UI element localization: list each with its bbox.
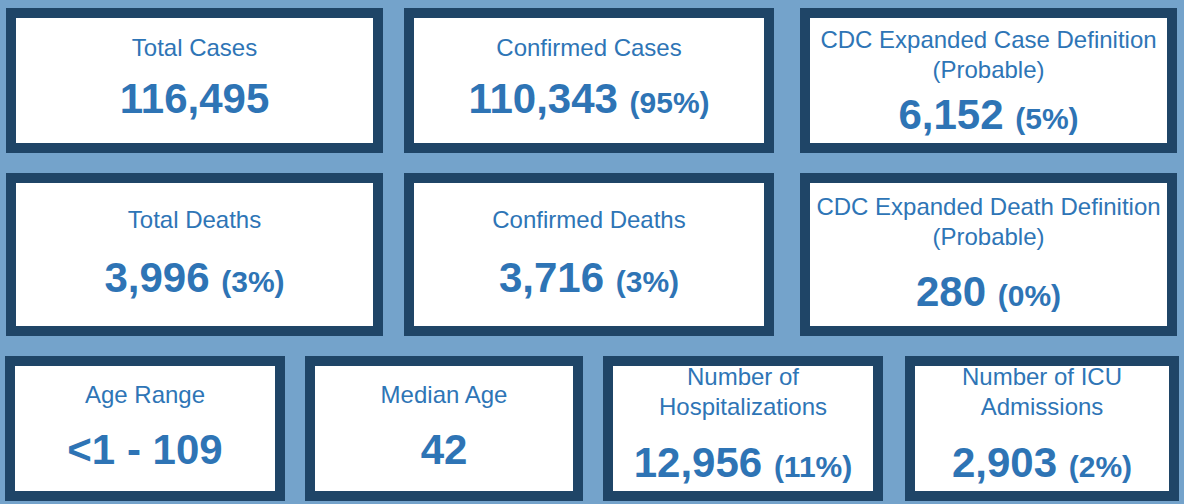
stat-number: 3,716: [499, 254, 604, 301]
stat-number: 110,343: [468, 75, 618, 122]
stat-card-hospitalizations: Number of Hospitalizations 12,956 (11%): [603, 356, 883, 501]
stat-value: <1 - 109: [15, 428, 275, 476]
stat-value: 116,495: [16, 77, 373, 125]
stat-label: Total Cases: [16, 33, 373, 63]
stat-label: Confirmed Deaths: [414, 205, 764, 235]
stat-percent: (2%): [1069, 450, 1132, 483]
stat-card-total-deaths: Total Deaths 3,996 (3%): [6, 173, 383, 336]
stat-label: Number of Hospitalizations: [613, 362, 873, 422]
stat-value: 6,152 (5%): [810, 93, 1167, 141]
stat-number: <1 - 109: [67, 426, 222, 473]
stat-number: 6,152: [898, 91, 1003, 138]
stat-label: Confirmed Cases: [414, 33, 764, 63]
stat-card-confirmed-cases: Confirmed Cases 110,343 (95%): [404, 8, 774, 153]
stat-number: 2,903: [952, 439, 1057, 486]
stat-card-icu-admissions: Number of ICU Admissions 2,903 (2%): [905, 356, 1179, 501]
stat-number: 12,956: [634, 439, 762, 486]
stat-number: 3,996: [104, 254, 209, 301]
stat-value: 2,903 (2%): [915, 441, 1169, 489]
stat-label: CDC Expanded Case Definition (Probable): [810, 25, 1167, 85]
stat-card-age-range: Age Range <1 - 109: [5, 356, 285, 501]
stat-card-total-cases: Total Cases 116,495: [6, 8, 383, 153]
stat-percent: (0%): [998, 279, 1061, 312]
stat-value: 42: [315, 428, 573, 476]
stat-percent: (11%): [774, 450, 852, 483]
stat-label: Age Range: [15, 380, 275, 410]
stat-percent: (3%): [616, 265, 679, 298]
stat-value: 12,956 (11%): [613, 441, 873, 489]
stat-card-cdc-expanded-case-definition: CDC Expanded Case Definition (Probable) …: [800, 8, 1177, 153]
stat-value: 110,343 (95%): [414, 77, 764, 125]
stat-card-cdc-expanded-death-definition: CDC Expanded Death Definition (Probable)…: [800, 173, 1177, 336]
stat-number: 280: [916, 268, 986, 315]
stat-card-confirmed-deaths: Confirmed Deaths 3,716 (3%): [404, 173, 774, 336]
stat-percent: (95%): [630, 86, 710, 119]
stat-value: 280 (0%): [810, 270, 1167, 318]
stat-value: 3,716 (3%): [414, 256, 764, 304]
stat-percent: (5%): [1015, 102, 1078, 135]
stat-card-median-age: Median Age 42: [305, 356, 583, 501]
covid-stats-dashboard: Total Cases 116,495 Confirmed Cases 110,…: [0, 0, 1184, 504]
stat-label: Median Age: [315, 380, 573, 410]
stat-number: 116,495: [120, 75, 270, 122]
stat-label: Number of ICU Admissions: [915, 362, 1169, 422]
stat-number: 42: [421, 426, 468, 473]
stat-label: CDC Expanded Death Definition (Probable): [810, 192, 1167, 252]
stat-percent: (3%): [221, 265, 284, 298]
stat-value: 3,996 (3%): [16, 256, 373, 304]
stat-label: Total Deaths: [16, 205, 373, 235]
